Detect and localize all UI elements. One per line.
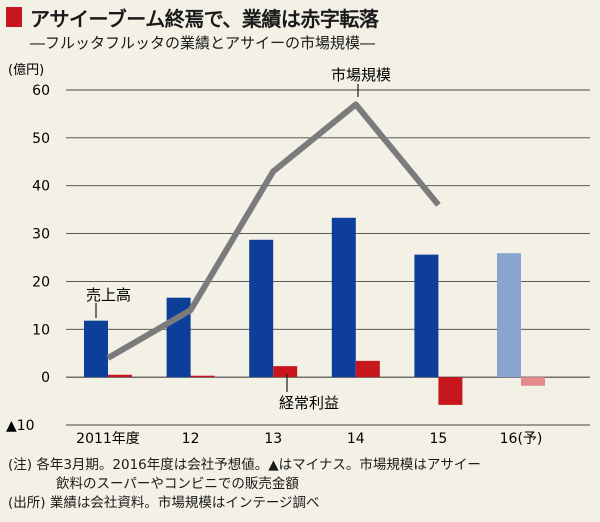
x-tick-label: 2011年度 [76, 431, 140, 447]
bar [108, 374, 132, 378]
line-point [355, 103, 357, 105]
annotation-sales: 売上高 [86, 286, 131, 304]
note-1: (注) 各年3月期。2016年度は会社予想値。▲はマイナス。市場規模はアサイー [8, 457, 481, 473]
annotation-market: 市場規模 [331, 66, 391, 84]
y-tick-label: 60 [32, 83, 50, 99]
bar [190, 375, 215, 378]
y-tick-label: 0 [41, 370, 50, 386]
x-tick-label: 15 [429, 431, 447, 447]
annotation-profit: 経常利益 [279, 394, 339, 412]
bar [438, 377, 463, 405]
y-tick-label: 40 [32, 179, 50, 195]
y-tick-label: 30 [32, 227, 50, 243]
title-marker [6, 7, 22, 27]
line-point [272, 170, 274, 172]
bar [273, 366, 298, 378]
line-point [437, 204, 439, 206]
y-tick-label: 20 [32, 274, 50, 290]
title-row: アサイーブーム終焉で、業績は赤字転落 [6, 4, 379, 31]
chart: ▲10 0 10 20 30 40 50 60 2011年度 12 13 14 15 16(予) (億円… [6, 62, 590, 447]
y-tick-label: ▲10 [6, 418, 35, 434]
line-point [107, 357, 109, 359]
x-tick-label: 14 [347, 431, 365, 447]
y-tick-label: 50 [32, 131, 50, 147]
chart-title: アサイーブーム終焉で、業績は赤字転落 [30, 6, 379, 31]
y-tick-label: 10 [32, 322, 50, 338]
notes: (注) 各年3月期。2016年度は会社予想値。▲はマイナス。市場規模はアサイー … [8, 456, 594, 513]
bar [84, 320, 108, 378]
x-tick-label: 16(予) [500, 431, 543, 447]
x-tick-label: 13 [264, 431, 282, 447]
bar [521, 377, 545, 386]
bar [249, 239, 274, 378]
bar [414, 254, 439, 378]
bar [497, 253, 521, 378]
note-2: 飲料のスーパーやコンビニでの販売金額 [56, 476, 299, 492]
y-unit-label: (億円) [8, 62, 44, 78]
line-point [190, 309, 192, 311]
note-source: (出所) 業績は会社資料。市場規模はインテージ調べ [8, 495, 320, 511]
chart-subtitle: ―フルッタフルッタの業績とアサイーの市場規模― [30, 34, 376, 52]
bar [331, 217, 356, 378]
x-tick-label: 12 [182, 431, 200, 447]
bar [355, 360, 380, 378]
